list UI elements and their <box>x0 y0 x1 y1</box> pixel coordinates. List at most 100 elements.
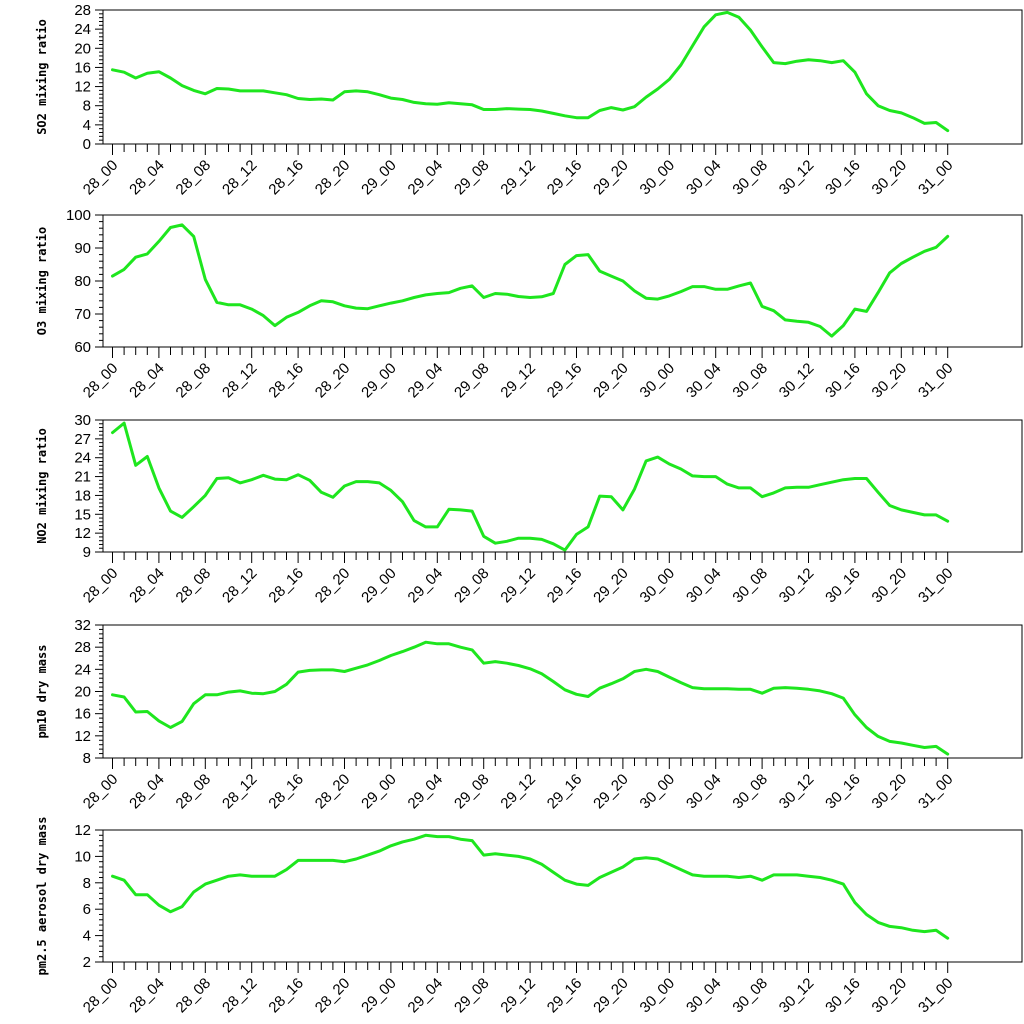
y-tick-label: 8 <box>83 875 91 892</box>
x-tick-label: 29_16 <box>544 360 586 402</box>
x-tick-label: 31_00 <box>915 360 957 402</box>
x-tick-label: 28_20 <box>312 360 354 402</box>
x-tick-label: 30_04 <box>683 975 725 1017</box>
x-tick-label: 29_20 <box>590 565 632 607</box>
x-tick-label: 30_00 <box>637 157 679 199</box>
x-tick-label: 28_20 <box>312 975 354 1017</box>
x-tick-label: 30_08 <box>729 565 771 607</box>
x-tick-label: 30_04 <box>683 157 725 199</box>
y-tick-label: 12 <box>74 822 91 839</box>
y-tick-label: 27 <box>74 431 91 448</box>
y-tick-label: 90 <box>74 240 91 257</box>
y-tick-label: 20 <box>74 684 91 701</box>
x-tick-label: 29_08 <box>451 565 493 607</box>
x-tick-label: 29_20 <box>590 157 632 199</box>
y-tick-label: 32 <box>74 617 91 634</box>
y-tick-label: 28 <box>74 2 91 19</box>
x-tick-label: 29_04 <box>405 975 447 1017</box>
x-tick-label: 29_00 <box>358 771 400 813</box>
x-tick-label: 30_00 <box>637 771 679 813</box>
x-tick-label: 30_20 <box>869 157 911 199</box>
y-tick-label: 21 <box>74 469 91 486</box>
y-tick-label: 24 <box>74 21 91 38</box>
x-tick-label: 28_16 <box>265 360 307 402</box>
x-tick-label: 30_16 <box>822 975 864 1017</box>
y-tick-label: 80 <box>74 273 91 290</box>
x-tick-label: 30_08 <box>729 975 771 1017</box>
y-tick-label: 24 <box>74 661 91 678</box>
x-tick-label: 28_08 <box>173 360 215 402</box>
x-tick-label: 30_12 <box>776 565 818 607</box>
x-tick-label: 28_04 <box>126 360 168 402</box>
x-tick-label: 30_08 <box>729 771 771 813</box>
y-tick-label: 9 <box>83 544 91 561</box>
x-tick-label: 28_00 <box>80 360 122 402</box>
x-tick-label: 30_12 <box>776 157 818 199</box>
x-tick-label: 28_08 <box>173 975 215 1017</box>
y-tick-label: 18 <box>74 487 91 504</box>
x-tick-label: 29_16 <box>544 771 586 813</box>
y-tick-label: 12 <box>74 728 91 745</box>
y-tick-label: 10 <box>74 848 91 865</box>
x-tick-label: 28_12 <box>219 771 261 813</box>
y-tick-label: 16 <box>74 706 91 723</box>
x-tick-label: 30_20 <box>869 771 911 813</box>
plot-frame <box>102 829 1023 963</box>
x-tick-label: 28_04 <box>126 975 168 1017</box>
x-tick-label: 30_08 <box>729 157 771 199</box>
y-tick-label: 16 <box>74 59 91 76</box>
x-tick-label: 30_00 <box>637 975 679 1017</box>
x-tick-label: 29_12 <box>497 360 539 402</box>
y-tick-label: 15 <box>74 506 91 523</box>
chart-panel-5: 2 4 6 8 10 12 pm2.5 aerosol dry mass 28_00 28_04… <box>35 817 1023 1017</box>
x-tick-label: 29_08 <box>451 360 493 402</box>
x-tick-label: 28_12 <box>219 360 261 402</box>
x-tick-label: 28_04 <box>126 157 168 199</box>
series-line <box>111 833 950 940</box>
x-tick-label: 29_16 <box>544 157 586 199</box>
x-tick-label: 29_08 <box>451 975 493 1017</box>
y-tick-label: 20 <box>74 40 91 57</box>
x-tick-label: 30_00 <box>637 360 679 402</box>
chart-panel-2: 60 70 80 90 100 O3 mixing ratio 28_00 28_04 28_0… <box>35 207 1023 402</box>
x-tick-label: 30_20 <box>869 565 911 607</box>
x-tick-label: 30_20 <box>869 360 911 402</box>
y-tick-label: 100 <box>66 207 91 224</box>
x-tick-label: 29_12 <box>497 975 539 1017</box>
x-tick-label: 28_20 <box>312 565 354 607</box>
x-tick-label: 29_12 <box>497 565 539 607</box>
x-tick-label: 30_04 <box>683 565 725 607</box>
x-tick-label: 29_08 <box>451 771 493 813</box>
x-tick-label: 30_12 <box>776 771 818 813</box>
y-axis-label: pm10 dry mass <box>35 645 49 739</box>
y-axis-label: NO2 mixing ratio <box>35 428 49 544</box>
x-tick-label: 31_00 <box>915 975 957 1017</box>
x-tick-label: 30_16 <box>822 565 864 607</box>
x-tick-label: 30_04 <box>683 771 725 813</box>
x-tick-label: 30_16 <box>822 157 864 199</box>
x-tick-label: 28_00 <box>80 157 122 199</box>
x-tick-label: 31_00 <box>915 771 957 813</box>
y-tick-label: 12 <box>74 79 91 96</box>
y-tick-label: 0 <box>83 136 91 153</box>
x-tick-label: 29_00 <box>358 360 400 402</box>
y-tick-label: 70 <box>74 306 91 323</box>
x-tick-label: 28_04 <box>126 771 168 813</box>
x-tick-label: 28_00 <box>80 565 122 607</box>
x-tick-label: 30_04 <box>683 360 725 402</box>
x-tick-label: 30_16 <box>822 771 864 813</box>
x-tick-label: 29_16 <box>544 565 586 607</box>
x-tick-label: 28_12 <box>219 157 261 199</box>
x-tick-label: 28_16 <box>265 975 307 1017</box>
chart-panel-4: 8 12 16 20 24 28 32 pm10 dry mass 28_00 28_04 28_0… <box>35 617 1023 813</box>
x-tick-label: 29_20 <box>590 975 632 1017</box>
y-axis-label: O3 mixing ratio <box>35 227 49 335</box>
y-tick-label: 24 <box>74 450 91 467</box>
x-tick-label: 28_00 <box>80 975 122 1017</box>
x-tick-label: 30_08 <box>729 360 771 402</box>
x-tick-label: 28_00 <box>80 771 122 813</box>
y-tick-label: 28 <box>74 639 91 656</box>
